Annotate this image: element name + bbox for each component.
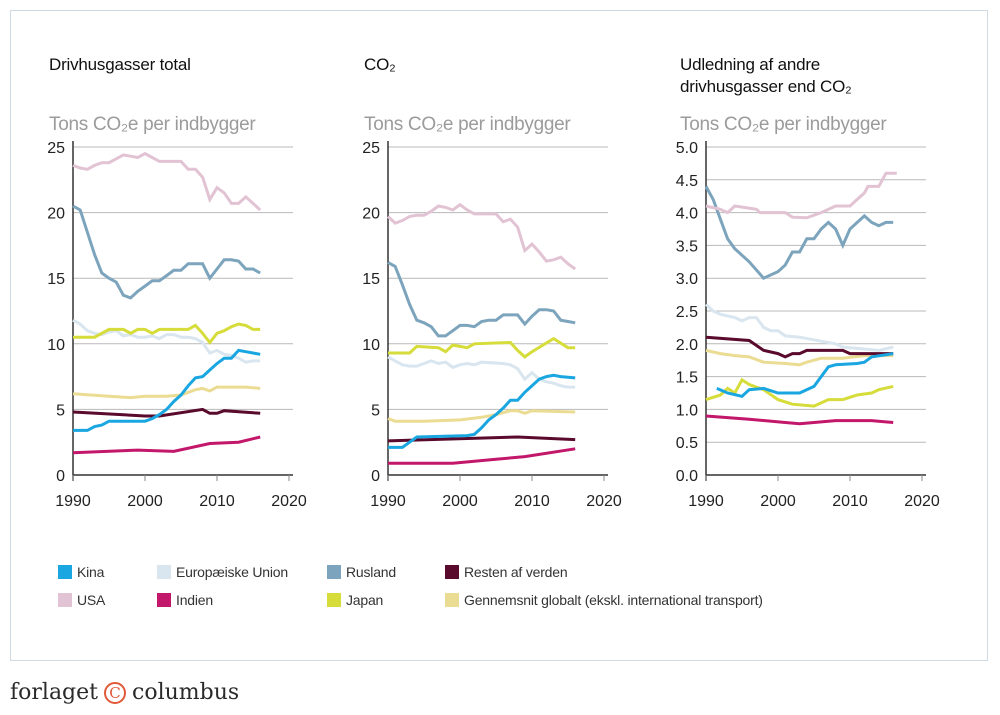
legend-label: Kina [77,564,105,580]
panel-1-title: Drivhusgasser total [49,55,191,74]
series-line-gennemsnit [705,348,894,367]
legend-swatch [445,565,459,579]
legend-label: Japan [346,592,384,608]
y-tick-label: 5 [371,402,380,419]
legend-swatch [58,565,72,579]
legend-label: Gennemsnit globalt (ekskl. international… [464,592,763,608]
legend-item-kina: Kina [58,564,104,580]
legend-swatch [445,593,459,607]
legend-item-rusland: Rusland [327,564,396,580]
x-tick-label: 1990 [370,493,406,510]
legend-item-usa: USA [58,592,105,608]
y-tick-label: 20 [362,206,380,223]
x-tick-label: 2010 [199,493,235,510]
y-tick-label: 0.5 [676,435,698,452]
panel-1-ylabel: Tons CO₂e per indbygger [49,114,256,135]
series-line-indien [705,414,894,426]
legend-swatch [58,593,72,607]
series-line-europæiske [387,355,576,389]
publisher-logo: forlaget C columbus [10,680,239,705]
logo-text-right: columbus [132,680,240,705]
series-line-rusland [704,185,894,281]
series-line-japan [388,336,576,359]
x-tick-label: 2020 [586,493,622,510]
legend-item-indien: Indien [157,592,213,608]
series-line-kina [388,373,576,449]
panel-2-title: CO₂ [364,55,396,74]
series-line-gennemsnit [72,385,261,400]
y-tick-label: 15 [47,271,65,288]
series-line-kina [73,348,261,432]
legend-swatch [157,565,171,579]
series-line-resten [705,335,894,359]
copyright-c-icon: C [104,681,126,704]
series-line-europæiske [704,303,894,352]
legend-swatch [157,593,171,607]
x-tick-label: 1990 [688,493,724,510]
panel-3-title: Udledning af andre drivhusgasser end CO₂ [680,55,852,96]
y-tick-label: 1.0 [676,402,698,419]
y-tick-label: 1.5 [676,370,698,387]
panel-2-ylabel: Tons CO₂e per indbygger [364,114,571,135]
legend-swatch [327,593,341,607]
legend-label: Resten af verden [464,564,568,580]
series-line-rusland [387,261,576,338]
series-line-usa [705,171,897,220]
y-tick-label: 25 [362,140,380,157]
legend-label: Europæiske Union [176,564,288,580]
y-tick-label: 5.0 [676,140,698,157]
y-tick-label: 25 [47,140,65,157]
series-line-usa [72,151,262,212]
y-tick-label: 4.0 [676,206,698,223]
series-line-indien [72,435,261,455]
legend-item-japan: Japan [327,592,383,608]
series-line-kina [716,352,894,398]
y-tick-label: 2.5 [676,304,698,321]
y-tick-label: 5 [56,402,65,419]
legend-swatch [327,565,341,579]
legend-label: USA [77,592,106,608]
x-tick-label: 1990 [55,493,91,510]
x-tick-label: 2020 [271,493,307,510]
legend-label: Indien [176,592,213,608]
x-tick-label: 2000 [442,493,478,510]
legend-item-eu: Europæiske Union [157,564,288,580]
x-tick-label: 2000 [760,493,796,510]
series-line-gennemsnit [387,409,576,423]
y-tick-label: 4.5 [676,173,698,190]
series-line-resten [387,435,576,443]
series-line-usa [386,202,577,271]
series-line-resten [72,407,261,418]
y-tick-label: 10 [47,337,65,354]
y-tick-label: 3.0 [676,271,698,288]
x-tick-label: 2010 [832,493,868,510]
panel-3-ylabel: Tons CO₂e per indbygger [680,114,887,135]
legend-item-global: Gennemsnit globalt (ekskl. international… [445,592,763,608]
figure-frame [10,10,988,661]
series-line-rusland [72,204,261,300]
series-line-japan [705,377,894,408]
y-tick-label: 0.0 [676,468,698,485]
series-line-indien [388,447,576,465]
legend-label: Rusland [346,564,396,580]
y-tick-label: 20 [47,206,65,223]
y-tick-label: 10 [362,337,380,354]
series-line-japan [73,322,261,345]
y-tick-label: 0 [371,468,380,485]
x-tick-label: 2010 [514,493,550,510]
y-tick-label: 3.5 [676,238,698,255]
y-tick-label: 2.0 [676,337,698,354]
x-tick-label: 2000 [127,493,163,510]
x-tick-label: 2020 [904,493,940,510]
y-tick-label: 15 [362,271,380,288]
logo-text-left: forlaget [10,680,98,705]
legend-item-resten: Resten af verden [445,564,568,580]
series-line-europæiske [72,318,261,364]
y-tick-label: 0 [56,468,65,485]
